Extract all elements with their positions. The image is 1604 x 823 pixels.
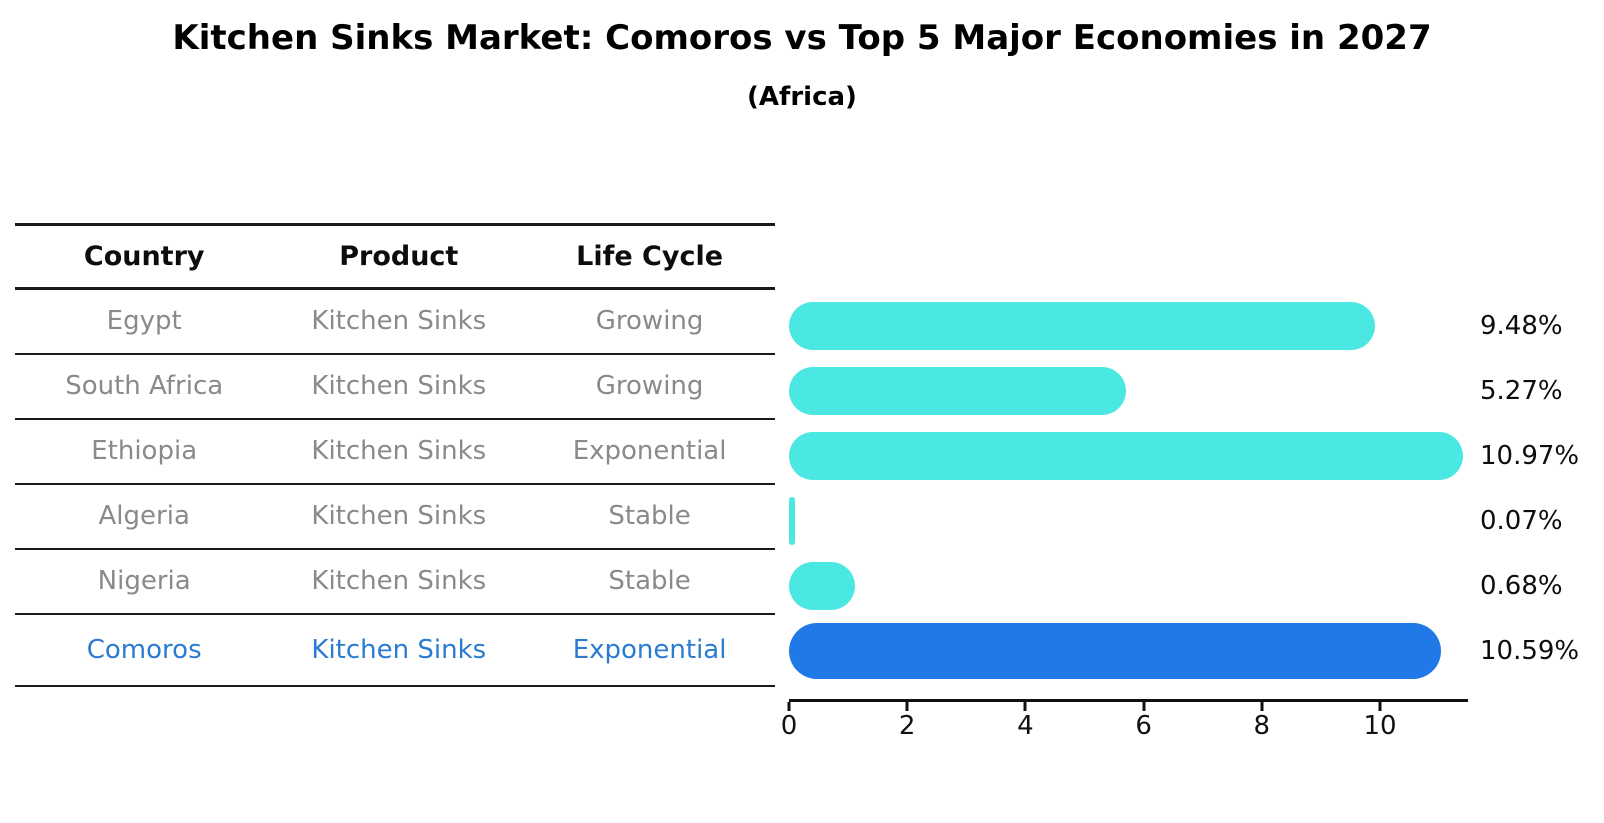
- value-label: 0.07%: [1480, 505, 1563, 536]
- value-label: 10.97%: [1480, 440, 1580, 471]
- value-label: 5.27%: [1480, 375, 1563, 406]
- table-cell: Stable: [608, 566, 691, 597]
- country-table: Country Product Life Cycle Egypt Kitchen Sin…: [15, 223, 775, 687]
- chart-title: Kitchen Sinks Market: Comoros vs Top 5 M…: [172, 18, 1432, 58]
- table-header-cell: Product: [339, 240, 459, 272]
- table-row: South Africa Kitchen Sinks Growing: [15, 355, 775, 420]
- table-cell: Kitchen Sinks: [311, 566, 487, 597]
- table-cell: South Africa: [65, 371, 224, 402]
- table-cell: Egypt: [106, 306, 182, 337]
- bar: [789, 431, 1464, 480]
- table-row: Algeria Kitchen Sinks Stable: [15, 485, 775, 550]
- chart-subtitle: (Africa): [747, 82, 857, 112]
- table-cell: Exponential: [572, 436, 727, 467]
- table-cell: Comoros: [86, 634, 202, 665]
- bar: [789, 561, 856, 610]
- table-row: Nigeria Kitchen Sinks Stable: [15, 550, 775, 615]
- x-axis-tick-label: 10: [1363, 711, 1397, 741]
- value-label: 0.68%: [1480, 570, 1563, 601]
- table-header-cell: Life Cycle: [576, 240, 724, 272]
- x-axis-tick-label: 6: [1135, 711, 1152, 741]
- table-row: Ethiopia Kitchen Sinks Exponential: [15, 420, 775, 485]
- x-axis-tick-label: 8: [1253, 711, 1271, 741]
- table-cell: Growing: [595, 371, 704, 402]
- table-cell: Kitchen Sinks: [311, 306, 487, 337]
- x-axis-tick-label: 2: [898, 711, 916, 741]
- value-label: 10.59%: [1480, 635, 1580, 666]
- x-axis-tick: [1023, 702, 1027, 711]
- highlight-bar: [789, 622, 1441, 679]
- table-cell: Kitchen Sinks: [311, 501, 487, 532]
- value-label: 9.48%: [1480, 310, 1563, 341]
- table-cell: Exponential: [572, 634, 727, 665]
- x-axis-tick-label: 4: [1017, 711, 1034, 741]
- bar: [789, 366, 1127, 415]
- table-cell: Kitchen Sinks: [311, 634, 487, 665]
- x-axis-tick: [905, 702, 909, 711]
- table-cell: Algeria: [98, 501, 190, 532]
- table-cell: Nigeria: [97, 566, 191, 597]
- bar: [789, 496, 796, 545]
- table-cell: Growing: [595, 306, 704, 337]
- table-cell: Stable: [608, 501, 691, 532]
- table-cell: Ethiopia: [91, 436, 198, 467]
- x-axis-tick: [1142, 702, 1146, 711]
- table-header-row: Country Product Life Cycle: [15, 223, 775, 290]
- x-axis-tick: [787, 702, 791, 711]
- table-cell: Kitchen Sinks: [311, 371, 487, 402]
- bar: [789, 301, 1376, 350]
- table-header-cell: Country: [83, 240, 205, 272]
- table-row: Comoros Kitchen Sinks Exponential: [15, 615, 775, 687]
- x-axis-tick-label: 0: [780, 711, 798, 741]
- x-axis-tick: [1260, 702, 1264, 711]
- table-cell: Kitchen Sinks: [311, 436, 487, 467]
- x-axis-tick: [1378, 702, 1382, 711]
- table-row: Egypt Kitchen Sinks Growing: [15, 290, 775, 355]
- x-axis-line: [789, 699, 1468, 702]
